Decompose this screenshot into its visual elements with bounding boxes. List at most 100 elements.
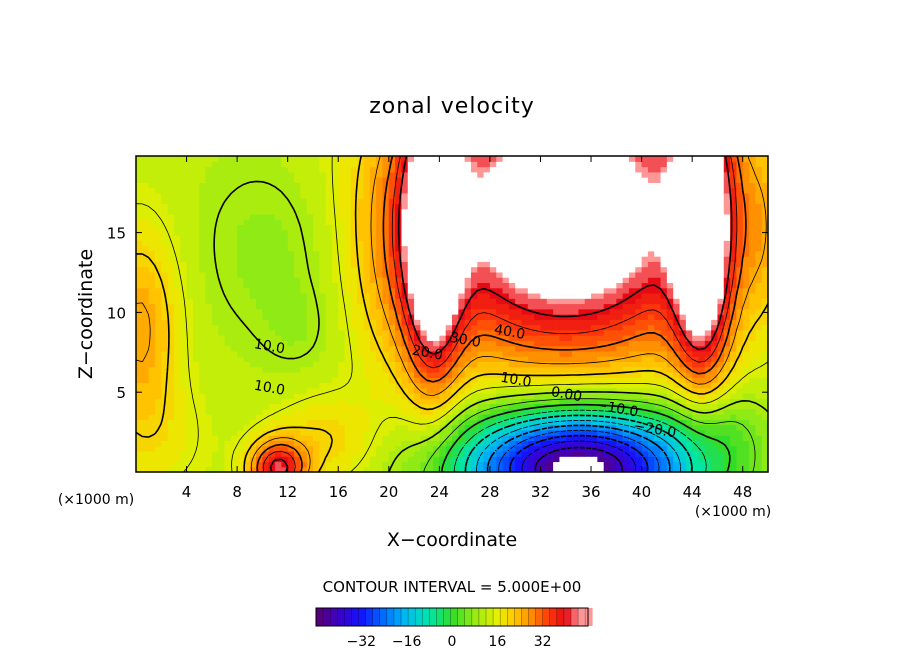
heatmap-cell <box>666 371 674 378</box>
heatmap-cell <box>211 456 219 463</box>
heatmap-cell <box>167 461 175 468</box>
heatmap-cell <box>717 308 725 315</box>
heatmap-cell <box>325 335 333 341</box>
heatmap-cell <box>350 440 358 447</box>
heatmap-cell <box>167 319 175 326</box>
heatmap-cell <box>477 219 485 226</box>
heatmap-cell <box>420 314 428 320</box>
heatmap-cell <box>148 213 156 220</box>
heatmap-cell <box>136 277 143 283</box>
heatmap-cell <box>161 440 169 447</box>
heatmap-cell <box>540 261 548 268</box>
heatmap-cell <box>230 450 238 457</box>
heatmap-cell <box>312 208 320 215</box>
heatmap-cell <box>578 440 586 447</box>
heatmap-cell <box>521 261 529 268</box>
heatmap-cell <box>508 361 516 368</box>
heatmap-cell <box>628 461 636 468</box>
heatmap-cell <box>243 414 251 420</box>
heatmap-cell <box>344 229 352 236</box>
heatmap-cell <box>521 450 529 457</box>
heatmap-cell <box>275 403 282 410</box>
heatmap-cell <box>565 466 573 472</box>
heatmap-cell <box>433 329 440 336</box>
heatmap-cell <box>395 361 403 368</box>
heatmap-cell <box>578 382 586 389</box>
heatmap-cell <box>515 403 523 410</box>
heatmap-cell <box>730 445 737 452</box>
heatmap-cell <box>199 361 207 368</box>
heatmap-cell <box>167 282 175 289</box>
heatmap-cell <box>515 314 523 320</box>
heatmap-cell <box>388 340 396 347</box>
heatmap-cell <box>692 461 700 468</box>
heatmap-cell <box>679 350 687 357</box>
heatmap-cell <box>508 282 516 289</box>
heatmap-cell <box>148 366 156 373</box>
heatmap-cell <box>218 377 226 384</box>
heatmap-cell <box>262 408 270 415</box>
heatmap-cell <box>711 456 719 463</box>
heatmap-cell <box>243 229 251 236</box>
heatmap-cell <box>142 461 150 468</box>
heatmap-cell <box>249 382 257 389</box>
heatmap-cell <box>622 308 630 315</box>
heatmap-cell <box>401 403 409 410</box>
heatmap-cell <box>540 282 548 289</box>
heatmap-cell <box>167 271 175 278</box>
heatmap-cell <box>331 403 339 410</box>
heatmap-cell <box>281 282 289 289</box>
heatmap-cell <box>673 229 681 236</box>
heatmap-cell <box>692 424 700 431</box>
heatmap-cell <box>249 298 257 305</box>
heatmap-cell <box>281 382 289 389</box>
heatmap-cell <box>540 271 548 278</box>
heatmap-cell <box>755 403 763 410</box>
heatmap-cell <box>249 414 257 420</box>
heatmap-cell <box>477 240 485 247</box>
heatmap-cell <box>698 387 706 394</box>
heatmap-cell <box>610 440 617 447</box>
heatmap-cell <box>382 450 390 457</box>
heatmap-cell <box>186 250 194 257</box>
heatmap-cell <box>591 429 598 436</box>
heatmap-cell <box>578 282 586 289</box>
heatmap-cell <box>578 350 586 357</box>
heatmap-cell <box>205 377 213 384</box>
heatmap-cell <box>312 319 320 326</box>
heatmap-cell <box>654 298 662 305</box>
heatmap-cell <box>464 450 472 457</box>
heatmap-cell <box>230 440 238 447</box>
heatmap-cell <box>616 440 624 447</box>
heatmap-cell <box>281 271 289 278</box>
heatmap-cell <box>142 240 150 247</box>
heatmap-cell <box>325 329 333 336</box>
heatmap-cell <box>205 240 213 247</box>
heatmap-cell <box>584 250 592 257</box>
heatmap-cell <box>559 387 567 394</box>
heatmap-cell <box>761 382 768 389</box>
heatmap-cell <box>553 408 561 415</box>
heatmap-cell <box>173 287 181 294</box>
heatmap-cell <box>704 314 712 320</box>
heatmap-cell <box>357 224 365 231</box>
heatmap-cell <box>230 261 238 268</box>
heatmap-cell <box>749 408 756 415</box>
heatmap-cell <box>154 466 162 472</box>
heatmap-cell <box>730 429 737 436</box>
heatmap-cell <box>584 219 592 226</box>
heatmap-cell <box>445 361 453 368</box>
heatmap-cell <box>287 245 295 252</box>
heatmap-cell <box>382 308 390 315</box>
heatmap-cell <box>641 266 649 273</box>
heatmap-cell <box>572 303 579 310</box>
heatmap-cell <box>344 371 352 378</box>
heatmap-cell <box>294 292 301 299</box>
heatmap-cell <box>376 408 384 415</box>
heatmap-cell <box>192 287 200 294</box>
heatmap-cell <box>420 366 428 373</box>
heatmap-cell <box>673 235 681 241</box>
heatmap-cell <box>584 435 592 441</box>
heatmap-cell <box>540 213 548 220</box>
heatmap-cell <box>502 229 510 236</box>
